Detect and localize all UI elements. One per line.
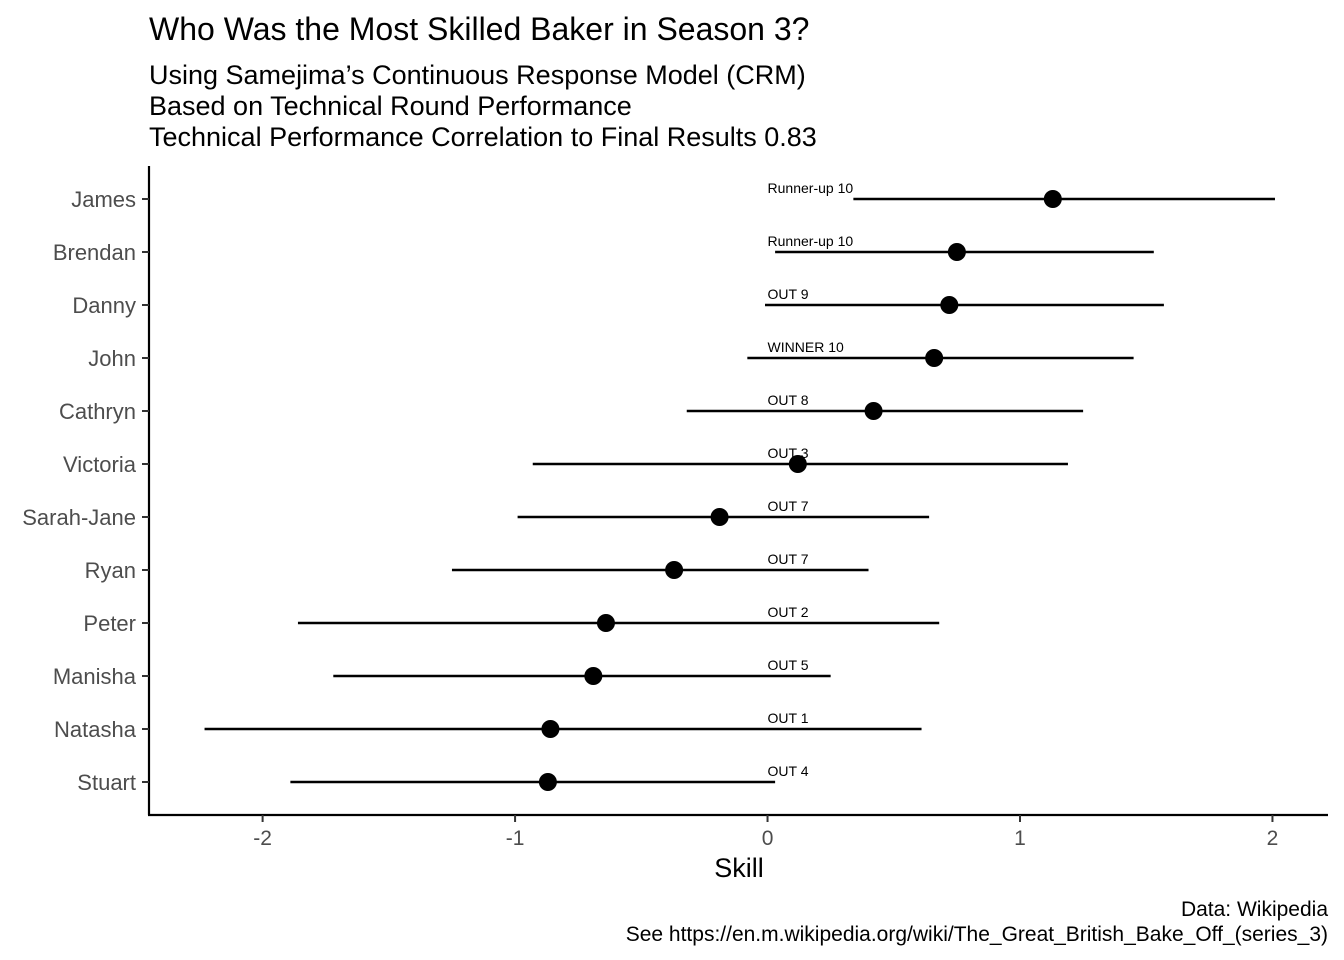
- x-tick-label-1: -1: [506, 827, 525, 850]
- x-tick-label-0: -2: [253, 827, 272, 850]
- point-sarah-jane: [710, 508, 729, 526]
- result-label-danny: OUT 9: [768, 286, 809, 302]
- point-ryan: [665, 561, 684, 579]
- result-label-peter: OUT 2: [768, 604, 809, 620]
- y-tick-label-natasha: Natasha: [54, 717, 137, 742]
- point-james: [1043, 190, 1062, 208]
- result-label-natasha: OUT 1: [768, 710, 809, 726]
- x-tick-label-4: 2: [1267, 827, 1279, 850]
- point-danny: [940, 296, 959, 314]
- y-tick-label-victoria: Victoria: [63, 452, 137, 477]
- result-label-john: WINNER 10: [768, 339, 844, 355]
- point-cathryn: [864, 402, 883, 420]
- point-natasha: [541, 720, 560, 738]
- x-tick-label-2: 0: [762, 827, 774, 850]
- result-label-sarah-jane: OUT 7: [768, 498, 809, 514]
- x-axis-label: Skill: [714, 853, 764, 883]
- y-tick-label-james: James: [71, 187, 136, 212]
- result-label-ryan: OUT 7: [768, 551, 809, 567]
- y-tick-label-brendan: Brendan: [53, 240, 136, 265]
- y-tick-label-cathryn: Cathryn: [59, 399, 136, 424]
- y-tick-label-manisha: Manisha: [53, 664, 137, 689]
- chart-subtitle-line-2: Based on Technical Round Performance: [149, 91, 632, 121]
- y-tick-label-sarah-jane: Sarah-Jane: [22, 505, 136, 530]
- point-john: [925, 349, 944, 367]
- point-layer: [538, 190, 1062, 791]
- point-label-layer: Runner-up 10 Runner-up 10 OUT 9 WINNER 10 OU…: [768, 180, 854, 779]
- point-manisha: [584, 667, 603, 685]
- point-brendan: [947, 243, 966, 261]
- chart-title: Who Was the Most Skilled Baker in Season…: [149, 11, 809, 47]
- x-tick-label-3: 1: [1014, 827, 1026, 850]
- result-label-stuart: OUT 4: [768, 763, 809, 779]
- y-tick-label-ryan: Ryan: [85, 558, 136, 583]
- result-label-cathryn: OUT 8: [768, 392, 809, 408]
- result-label-james: Runner-up 10: [768, 180, 854, 196]
- y-tick-label-peter: Peter: [83, 611, 136, 636]
- result-label-manisha: OUT 5: [768, 657, 809, 673]
- point-peter: [596, 614, 615, 632]
- point-stuart: [538, 773, 557, 791]
- x-axis: -2 -1 0 1 2: [253, 815, 1278, 850]
- y-tick-label-john: John: [88, 346, 136, 371]
- interval-layer: [204, 197, 1275, 784]
- caption-url: See https://en.m.wikipedia.org/wiki/The_…: [626, 923, 1328, 946]
- result-label-brendan: Runner-up 10: [768, 233, 854, 249]
- point-victoria: [788, 455, 807, 473]
- plot-area: Runner-up 10 Runner-up 10 OUT 9 WINNER 10 OU…: [204, 180, 1275, 791]
- y-axis: James Brendan Danny John Cathryn Victoria Sara…: [22, 187, 149, 795]
- chart-subtitle-line-3: Technical Performance Correlation to Fin…: [149, 122, 817, 152]
- caption-source: Data: Wikipedia: [1181, 898, 1328, 921]
- y-tick-label-danny: Danny: [72, 293, 136, 318]
- chart-subtitle-line-1: Using Samejima’s Continuous Response Mod…: [149, 60, 806, 90]
- y-tick-label-stuart: Stuart: [77, 770, 136, 795]
